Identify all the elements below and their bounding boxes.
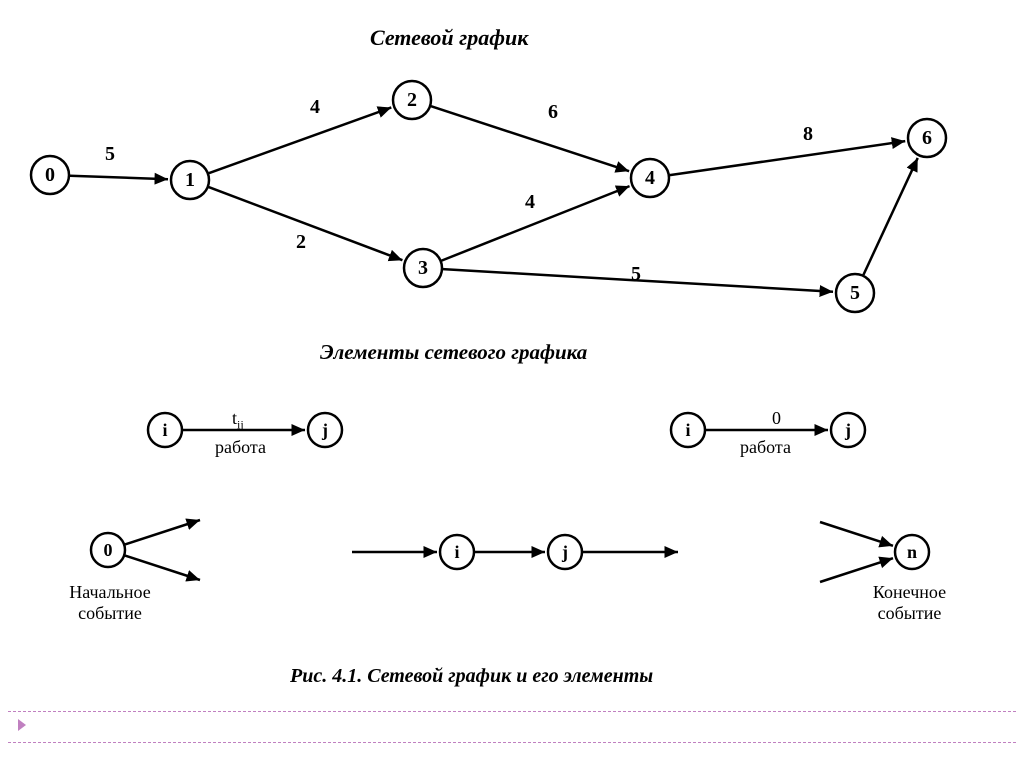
node-0: 0 [31,156,69,194]
work-label-right-top: 0 [772,408,781,429]
edge [863,158,917,275]
svg-text:i: i [162,420,167,440]
svg-text:3: 3 [418,257,428,279]
svg-text:0: 0 [45,164,55,186]
edge [70,176,168,180]
svg-text:2: 2 [407,89,417,111]
svg-text:4: 4 [645,167,655,189]
edge-label: 2 [296,231,306,253]
svg-text:5: 5 [850,282,860,304]
work-label-left-bottom: работа [215,437,266,458]
final-event-label: Конечное событие [852,582,967,624]
svg-text:n: n [907,542,917,562]
node-1: 1 [171,161,209,199]
node-6: 6 [908,119,946,157]
edge-label: 6 [548,101,558,123]
svg-text:1: 1 [185,169,195,191]
svg-text:j: j [844,420,851,440]
node-4: 4 [631,159,669,197]
initial-out-arrow [125,556,200,580]
node-j: j [548,535,582,569]
final-in-arrow [820,558,893,582]
svg-text:i: i [454,542,459,562]
edge [442,186,630,261]
node-2: 2 [393,81,431,119]
svg-text:i: i [685,420,690,440]
node-i: i [671,413,705,447]
dashed-line-2 [8,742,1016,743]
network-diagram: 5 4 2 6 4 5 8 0 1 2 3 4 5 6 i j i j 0 i j n [0,0,1024,767]
dashed-line-1 [8,711,1016,712]
svg-text:j: j [321,420,328,440]
edge-label: 4 [310,96,320,118]
node-0: 0 [91,533,125,567]
work-label-left-top: tij [232,408,244,433]
initial-event-label: Начальное событие [55,582,165,624]
edge-label: 8 [803,123,813,145]
edge-label: 5 [105,143,115,165]
svg-text:0: 0 [104,540,113,560]
edge-label: 4 [525,191,535,213]
initial-out-arrow [125,520,200,544]
node-j: j [831,413,865,447]
node-3: 3 [404,249,442,287]
node-j: j [308,413,342,447]
final-in-arrow [820,522,893,546]
node-n: n [895,535,929,569]
work-label-right-bottom: работа [740,437,791,458]
edge [431,106,629,171]
edge [209,107,391,173]
play-icon [18,719,26,731]
edge [670,141,905,175]
svg-text:j: j [561,542,568,562]
node-i: i [148,413,182,447]
node-i: i [440,535,474,569]
edge-label: 5 [631,263,641,285]
node-5: 5 [836,274,874,312]
svg-text:6: 6 [922,127,932,149]
